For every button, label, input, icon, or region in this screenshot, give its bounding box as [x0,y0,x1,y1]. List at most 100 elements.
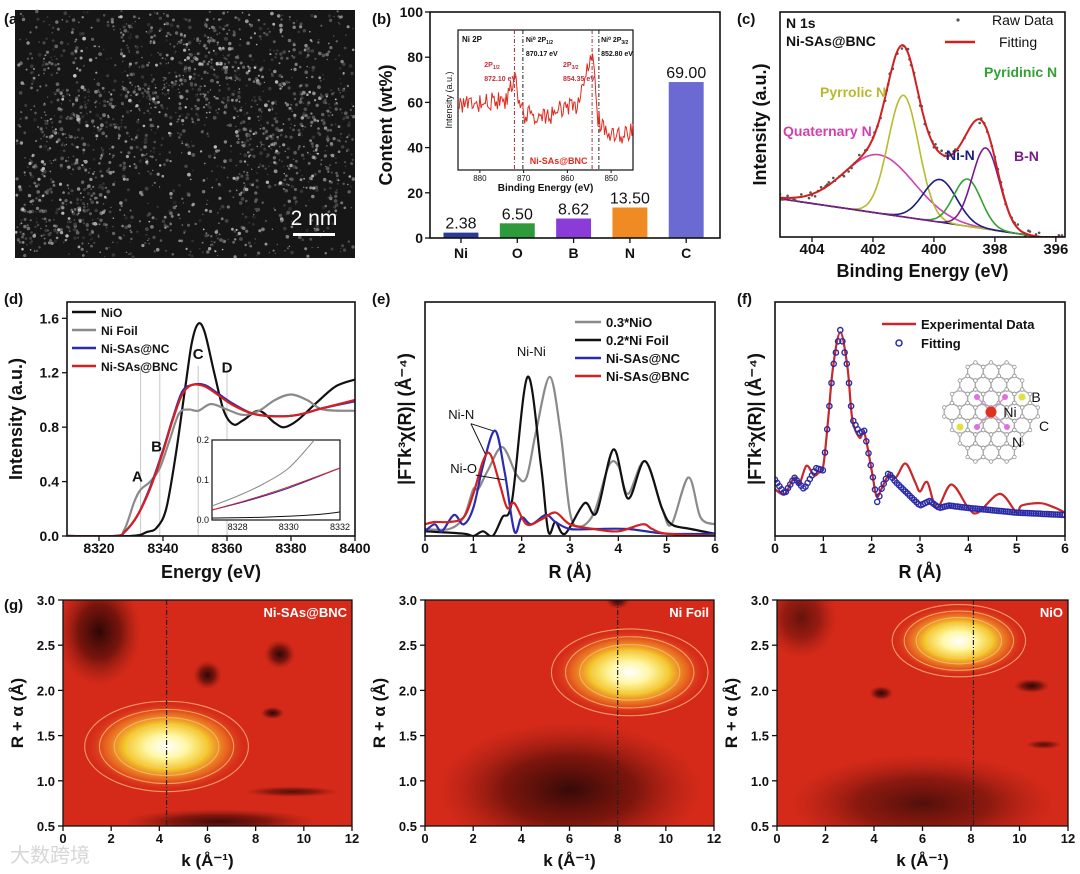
atom-spot [178,27,180,30]
series-marker-fitting [839,337,846,345]
x-tick-label: 12 [707,831,721,846]
atom-spot [51,59,53,61]
atom-spot [322,100,327,105]
atom-spot [24,237,28,240]
atom-spot [143,145,146,148]
atom-spot [330,89,333,92]
atom-spot [243,113,246,116]
atom-spot [21,208,25,212]
atom-spot [33,105,36,108]
atom-spot [168,151,171,154]
atom-spot [270,143,274,147]
atom-spot [105,223,108,227]
atom-spot [278,145,281,148]
atom-spot [178,74,181,77]
atom-spot [120,35,124,39]
atom-spot [77,212,80,215]
atom-spot [234,107,237,110]
atom-spot [286,156,290,159]
atom-spot [83,11,85,13]
carbon-atom [1012,364,1017,370]
atom-spot [299,122,303,127]
atom-spot [93,132,95,134]
atom-spot [324,150,327,152]
atom-spot [283,178,287,182]
atom-spot [87,171,90,174]
atom-spot [179,33,183,37]
atom-spot [149,42,152,45]
atom-spot [98,223,101,226]
atom-spot [106,74,110,78]
atom-spot [51,126,54,128]
atom-spot [194,83,198,87]
y-tick-label: 2.0 [399,683,417,698]
atom-spot [310,124,313,127]
atom-spot [237,66,240,70]
atom-spot [222,101,225,105]
atom-spot [44,228,48,233]
atom-spot [35,26,38,29]
atom-spot [216,41,219,44]
atom-spot [208,101,211,104]
atom-spot [70,116,74,120]
atom-spot [19,12,23,16]
intensity-minimum [123,808,316,826]
atom-spot [89,110,91,113]
atom-spot [134,86,137,88]
atom-spot [121,80,124,83]
atom-spot [22,232,25,235]
atom-spot [281,14,284,17]
series-marker-fitting [837,326,844,334]
atom-spot [32,76,36,80]
atom-spot [178,239,181,243]
atom-spot [292,48,296,52]
atom-spot [234,130,239,134]
panel-f-exafs-fit: 0 1 2 3 4 5 6R (Å)|FTk³χ(R)| (Å⁻⁴)Experimental… [745,301,1069,582]
atom-spot [309,139,312,143]
plot-frame [774,301,1066,537]
atom-spot [71,18,76,22]
atom-spot [20,222,23,225]
atom-spot [332,91,335,95]
plot-area [775,326,1065,519]
atom-spot [26,41,30,45]
atom-spot [155,159,158,161]
atom-spot [44,121,49,126]
atom-spot [213,68,216,71]
x-tick-label: 0 [421,831,428,846]
intensity-minimum [789,753,1056,826]
atom-spot [99,117,103,120]
intensity-minimum [264,639,296,669]
atom-spot [316,131,320,135]
atom-spot [19,231,22,234]
atom-spot [194,222,197,226]
atom-spot [154,86,157,89]
atom-spot [291,110,293,113]
atom-spot [126,46,130,49]
atom-spot [233,89,236,92]
atom-spot [245,176,250,181]
raw-data-point [900,47,904,50]
atom-spot [73,222,77,226]
atom-spot [122,39,125,43]
atom-spot [81,218,85,222]
atom-spot [268,30,271,33]
atom-spot [24,103,28,107]
atom-spot [325,110,327,112]
atom-spot [324,93,328,97]
x-axis-label: Binding Energy (eV) [836,261,1008,281]
atom-spot [68,229,71,232]
atom-spot [188,48,190,51]
atom-spot [125,94,129,98]
atom-spot [169,23,174,27]
atom-spot [224,70,228,75]
atom-spot [232,105,235,108]
atom-spot [50,73,53,77]
atom-spot [47,96,49,98]
atom-spot [314,185,319,190]
atom-spot [216,80,219,84]
atom-spot [271,72,273,75]
atom-spot [58,120,62,124]
atom-spot [90,200,95,204]
atom-spot [197,74,200,77]
